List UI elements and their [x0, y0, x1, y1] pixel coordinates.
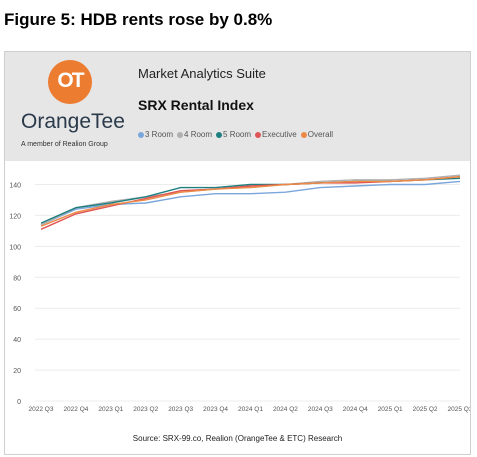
- brand-name: OrangeTee: [21, 110, 125, 133]
- x-tick-label: 2025 Q3: [448, 406, 470, 413]
- y-tick-label: 60: [13, 306, 21, 313]
- y-tick-label: 0: [17, 399, 21, 406]
- y-tick-label: 40: [13, 337, 21, 344]
- legend-label: 4 Room: [184, 130, 213, 139]
- suite-name: Market Analytics Suite: [138, 66, 266, 81]
- x-tick-label: 2024 Q2: [273, 406, 298, 413]
- x-tick-label: 2023 Q1: [98, 406, 123, 413]
- y-tick-label: 120: [9, 213, 21, 220]
- series-line: [40, 174, 461, 226]
- y-tick-label: 100: [9, 244, 21, 251]
- x-tick-label: 2022 Q4: [63, 406, 88, 413]
- legend-label: 3 Room: [145, 130, 174, 139]
- orangetee-logo-icon: OT: [48, 60, 92, 104]
- x-tick-label: 2023 Q4: [203, 406, 228, 413]
- x-tick-label: 2025 Q2: [413, 406, 438, 413]
- y-tick-label: 140: [9, 182, 21, 189]
- legend-swatch: [300, 131, 307, 138]
- chart-panel: OT OrangeTee A member of Realion Group M…: [4, 51, 471, 455]
- figure-title: Figure 5: HDB rents rose by 0.8%: [4, 10, 273, 29]
- x-tick-label: 2023 Q3: [168, 406, 193, 413]
- brand-tagline: A member of Realion Group: [21, 141, 108, 148]
- x-tick-label: 2024 Q1: [238, 406, 263, 413]
- legend-item: 3 Room: [138, 130, 173, 139]
- x-tick-label: 2024 Q4: [343, 406, 368, 413]
- legend-item: 5 Room: [216, 130, 251, 139]
- line-chart: 0 20 40 60 80 100 120 140 2022 Q3 2022 Q4 2023 Q1 2…: [9, 174, 470, 413]
- legend-swatch: [138, 131, 144, 138]
- legend-label: 5 Room: [223, 130, 252, 139]
- chart-legend: 3 Room 4 Room 5 Room Executive Overall: [138, 130, 333, 139]
- y-tick-label: 80: [13, 275, 21, 282]
- legend-swatch: [216, 131, 223, 138]
- legend-item: 4 Room: [177, 130, 212, 139]
- logo-letters: OT: [57, 69, 84, 92]
- chart-header: OT OrangeTee A member of Realion Group M…: [5, 52, 470, 161]
- legend-label: Executive: [262, 130, 297, 139]
- legend-item: Executive: [255, 130, 297, 139]
- legend-label: Overall: [307, 130, 334, 139]
- legend-swatch: [255, 131, 262, 138]
- legend-item: Overall: [300, 130, 334, 139]
- x-tick-label: 2023 Q2: [133, 406, 158, 413]
- source-note: Source: SRX-99.co, Realion (OrangeTee & …: [132, 434, 343, 443]
- x-tick-label: 2025 Q1: [378, 406, 403, 413]
- chart-title: SRX Rental Index: [138, 97, 254, 113]
- legend-swatch: [177, 131, 184, 138]
- y-tick-label: 20: [13, 368, 21, 375]
- x-tick-label: 2024 Q3: [308, 406, 333, 413]
- x-tick-label: 2022 Q3: [29, 406, 54, 413]
- series-line: [40, 176, 461, 227]
